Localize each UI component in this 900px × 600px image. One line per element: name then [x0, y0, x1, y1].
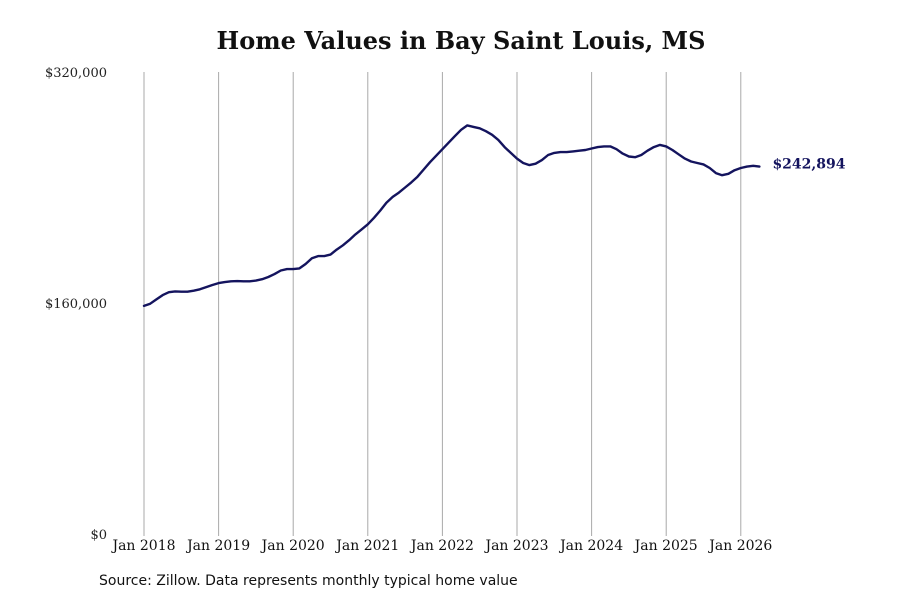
x-tick-label: Jan 2022	[409, 538, 474, 554]
chart-title: Home Values in Bay Saint Louis, MS	[216, 26, 706, 55]
x-axis-tick-labels: Jan 2018 Jan 2019 Jan 2020 Jan 2021 Jan 2022…	[110, 538, 772, 554]
x-tick-label: Jan 2024	[558, 538, 623, 554]
data-series	[142, 124, 761, 308]
x-tick-label: Jan 2025	[633, 538, 698, 554]
x-tick-label: Jan 2021	[334, 538, 399, 554]
home-value-line	[142, 124, 761, 308]
y-tick-label: $160,000	[45, 297, 107, 312]
vertical-gridlines	[143, 72, 742, 536]
x-tick-label: Jan 2019	[185, 538, 250, 554]
source-note: Source: Zillow. Data represents monthly …	[99, 573, 518, 589]
x-tick-label: Jan 2020	[260, 538, 325, 554]
x-tick-label: Jan 2026	[707, 538, 772, 554]
end-value-label: $242,894	[772, 157, 845, 173]
y-tick-label: $0	[90, 528, 107, 543]
x-tick-label: Jan 2018	[110, 538, 175, 554]
y-axis-tick-labels: $0 $160,000 $320,000	[45, 66, 107, 543]
y-tick-label: $320,000	[45, 66, 107, 81]
x-tick-label: Jan 2023	[483, 538, 548, 554]
